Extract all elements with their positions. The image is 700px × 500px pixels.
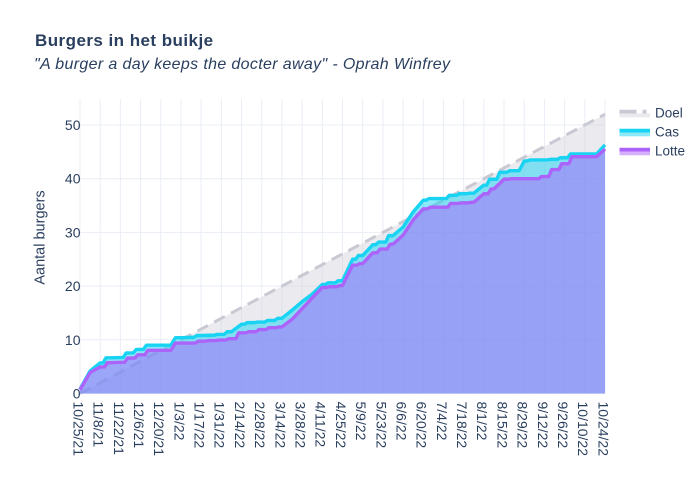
svg-text:Doel: Doel xyxy=(655,105,683,120)
svg-text:5/23/22: 5/23/22 xyxy=(373,402,389,449)
svg-text:50: 50 xyxy=(65,117,81,133)
svg-text:10/25/21: 10/25/21 xyxy=(70,402,86,457)
svg-text:8/29/22: 8/29/22 xyxy=(515,402,531,449)
svg-text:9/26/22: 9/26/22 xyxy=(555,402,571,449)
svg-text:9/12/22: 9/12/22 xyxy=(535,402,551,449)
svg-text:11/8/21: 11/8/21 xyxy=(91,402,107,448)
svg-text:Aantal burgers: Aantal burgers xyxy=(33,190,49,284)
svg-text:30: 30 xyxy=(65,224,81,240)
svg-text:6/6/22: 6/6/22 xyxy=(393,402,409,441)
svg-text:10: 10 xyxy=(65,332,81,348)
svg-text:3/28/22: 3/28/22 xyxy=(293,402,309,449)
svg-text:"A burger a day keeps the doct: "A burger a day keeps the docter away" -… xyxy=(34,56,451,73)
svg-text:2/28/22: 2/28/22 xyxy=(252,402,268,449)
svg-text:Lotte: Lotte xyxy=(655,143,685,158)
svg-text:12/6/21: 12/6/21 xyxy=(131,402,147,449)
svg-text:0: 0 xyxy=(73,386,81,402)
svg-text:Burgers in het buikje: Burgers in het buikje xyxy=(35,31,214,50)
svg-text:7/4/22: 7/4/22 xyxy=(434,402,450,441)
svg-text:10/24/22: 10/24/22 xyxy=(595,402,611,457)
svg-text:Cas: Cas xyxy=(655,124,679,139)
svg-text:2/14/22: 2/14/22 xyxy=(232,402,248,449)
svg-text:12/20/21: 12/20/21 xyxy=(151,402,167,457)
svg-text:10/10/22: 10/10/22 xyxy=(575,402,591,457)
svg-text:4/25/22: 4/25/22 xyxy=(333,402,349,449)
svg-text:1/31/22: 1/31/22 xyxy=(212,402,228,449)
svg-text:20: 20 xyxy=(65,278,81,294)
svg-text:8/15/22: 8/15/22 xyxy=(494,402,510,449)
svg-text:1/3/22: 1/3/22 xyxy=(171,402,187,441)
svg-text:3/14/22: 3/14/22 xyxy=(272,402,288,449)
svg-text:6/20/22: 6/20/22 xyxy=(414,402,430,449)
svg-text:4/11/22: 4/11/22 xyxy=(313,402,329,448)
svg-text:11/22/21: 11/22/21 xyxy=(111,402,127,456)
svg-text:7/18/22: 7/18/22 xyxy=(454,402,470,449)
svg-text:1/17/22: 1/17/22 xyxy=(192,402,208,449)
svg-text:5/9/22: 5/9/22 xyxy=(353,402,369,441)
svg-text:40: 40 xyxy=(65,171,81,187)
svg-text:8/1/22: 8/1/22 xyxy=(474,402,490,441)
